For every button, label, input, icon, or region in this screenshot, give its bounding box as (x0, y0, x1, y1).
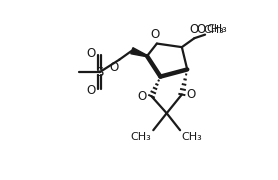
Text: O: O (190, 23, 199, 36)
Text: O: O (151, 28, 160, 41)
Text: CH₃: CH₃ (204, 25, 224, 35)
Text: O: O (109, 61, 118, 74)
Text: O: O (196, 23, 205, 36)
Text: O: O (86, 84, 95, 97)
Text: O: O (86, 47, 95, 60)
Text: CH₃: CH₃ (206, 24, 227, 34)
Text: S: S (96, 66, 104, 79)
Text: O: O (137, 90, 147, 103)
Text: CH₃: CH₃ (182, 132, 203, 142)
Text: CH₃: CH₃ (131, 132, 152, 142)
Text: O: O (186, 88, 196, 101)
Polygon shape (131, 48, 147, 57)
